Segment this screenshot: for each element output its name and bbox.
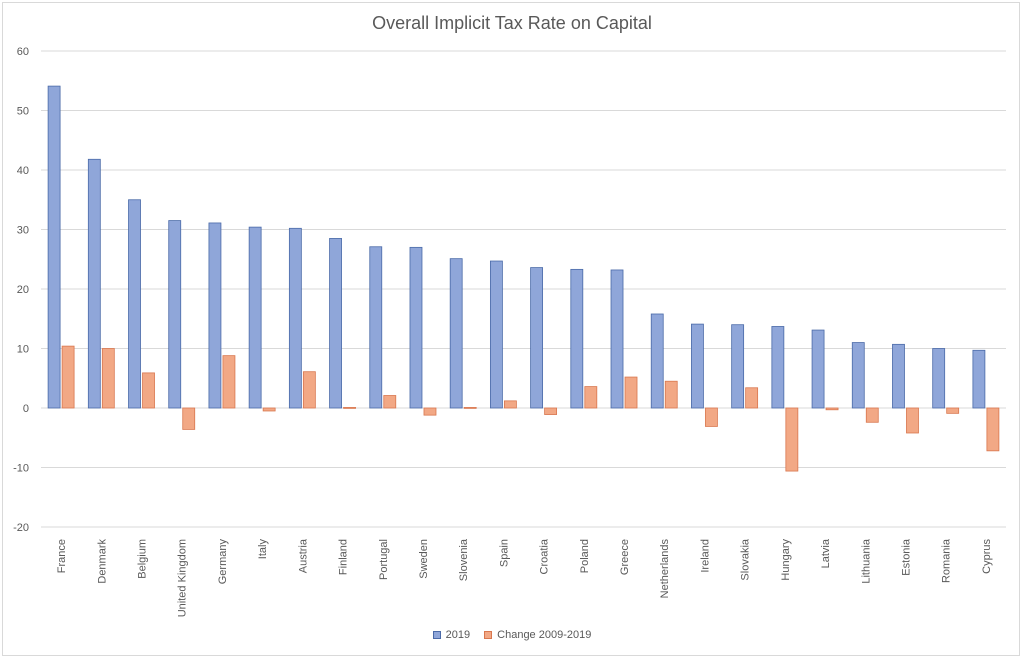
bar-2019 bbox=[610, 269, 624, 409]
y-tick-label: 60 bbox=[17, 46, 29, 58]
bar-change bbox=[383, 395, 397, 409]
bar-2019 bbox=[329, 238, 342, 409]
x-tick-label: Slovakia bbox=[740, 538, 752, 580]
bar-change bbox=[423, 407, 437, 416]
x-tick-label: Latvia bbox=[820, 538, 832, 568]
x-tick-label: Slovenia bbox=[458, 538, 470, 581]
y-tick-label: 50 bbox=[17, 106, 29, 118]
legend-item-change: Change 2009-2019 bbox=[484, 629, 591, 641]
y-tick-label: 30 bbox=[17, 225, 29, 237]
y-tick-label: 10 bbox=[17, 344, 29, 356]
bar-change bbox=[785, 407, 799, 472]
bar-change bbox=[262, 407, 276, 412]
bar-change bbox=[906, 407, 919, 434]
x-tick-label: Spain bbox=[498, 539, 510, 567]
bar-change bbox=[584, 386, 598, 409]
bar-2019 bbox=[892, 343, 905, 409]
x-tick-label: France bbox=[56, 539, 68, 573]
y-tick-label: 40 bbox=[17, 165, 29, 177]
legend-swatch-change bbox=[484, 631, 493, 639]
x-tick-label: Ireland bbox=[699, 539, 711, 573]
x-tick-label: Belgium bbox=[137, 539, 149, 579]
bar-2019 bbox=[489, 260, 503, 409]
x-tick-label: Finland bbox=[338, 539, 350, 575]
bar-change bbox=[745, 387, 759, 409]
x-tick-label: Sweden bbox=[418, 539, 430, 579]
y-tick-label: -10 bbox=[13, 463, 29, 475]
chart-title: Overall Implicit Tax Rate on Capital bbox=[372, 13, 652, 33]
bar-2019 bbox=[650, 313, 664, 409]
bar-2019 bbox=[811, 329, 825, 409]
x-tick-label: Estonia bbox=[900, 538, 912, 576]
bar-change bbox=[986, 407, 1000, 452]
x-tick-label: Netherlands bbox=[659, 539, 671, 599]
legend: 2019 Change 2009-2019 bbox=[3, 629, 1021, 641]
x-tick-label: Germany bbox=[217, 539, 229, 585]
bar-change bbox=[946, 407, 960, 414]
bar-2019 bbox=[128, 199, 141, 409]
bar-2019 bbox=[168, 220, 182, 409]
legend-label-2019: 2019 bbox=[445, 629, 471, 641]
bar-change bbox=[222, 355, 236, 409]
bar-2019 bbox=[409, 246, 423, 409]
legend-swatch-2019 bbox=[432, 631, 441, 639]
y-tick-label: -20 bbox=[13, 522, 29, 534]
x-tick-label: Poland bbox=[579, 539, 591, 573]
bar-2019 bbox=[248, 226, 262, 409]
bar-change bbox=[503, 400, 517, 409]
bar-change bbox=[182, 407, 196, 430]
bar-change bbox=[705, 407, 718, 427]
x-tick-label: Romania bbox=[941, 538, 953, 583]
x-tick-label: Portugal bbox=[378, 539, 390, 580]
bar-change bbox=[343, 407, 356, 409]
legend-item-2019: 2019 bbox=[432, 629, 471, 641]
bar-change bbox=[544, 407, 558, 415]
x-tick-label: Austria bbox=[297, 538, 309, 573]
bar-2019 bbox=[972, 349, 986, 409]
x-tick-label: United Kingdom bbox=[177, 539, 189, 617]
x-tick-label: Greece bbox=[619, 539, 631, 575]
x-tick-label: Denmark bbox=[96, 539, 108, 584]
bar-change bbox=[302, 371, 316, 409]
bar-2019 bbox=[288, 227, 302, 409]
bar-2019 bbox=[530, 267, 544, 409]
bar-change bbox=[101, 348, 115, 409]
bar-change bbox=[61, 345, 75, 409]
legend-label-change: Change 2009-2019 bbox=[497, 629, 592, 641]
bar-2019 bbox=[570, 268, 584, 409]
bar-2019 bbox=[691, 323, 704, 409]
y-tick-label: 0 bbox=[23, 403, 29, 415]
y-tick-label: 20 bbox=[17, 284, 29, 296]
x-tick-label: Italy bbox=[257, 539, 269, 560]
bar-2019 bbox=[47, 85, 61, 409]
bar-2019 bbox=[208, 222, 222, 409]
bar-change bbox=[142, 372, 155, 409]
bar-change bbox=[865, 407, 879, 423]
bar-2019 bbox=[932, 348, 946, 409]
bar-change bbox=[664, 380, 678, 409]
x-tick-label: Croatia bbox=[539, 538, 551, 574]
bar-2019 bbox=[87, 158, 101, 409]
bar-change bbox=[624, 376, 638, 409]
x-tick-label: Hungary bbox=[780, 539, 792, 581]
bar-change bbox=[825, 407, 839, 411]
x-tick-label: Lithuania bbox=[860, 538, 872, 584]
chart-svg: 60 50 40 30 20 10 0 -10 -20 France Denmark Belgium U… bbox=[13, 46, 1006, 617]
bar-2019 bbox=[369, 246, 383, 409]
bar-change bbox=[463, 407, 477, 409]
bar-2019 bbox=[449, 258, 463, 409]
x-tick-label: Cyprus bbox=[981, 539, 993, 574]
bar-2019 bbox=[771, 326, 785, 409]
bar-2019 bbox=[731, 324, 745, 409]
bar-2019 bbox=[851, 342, 865, 409]
